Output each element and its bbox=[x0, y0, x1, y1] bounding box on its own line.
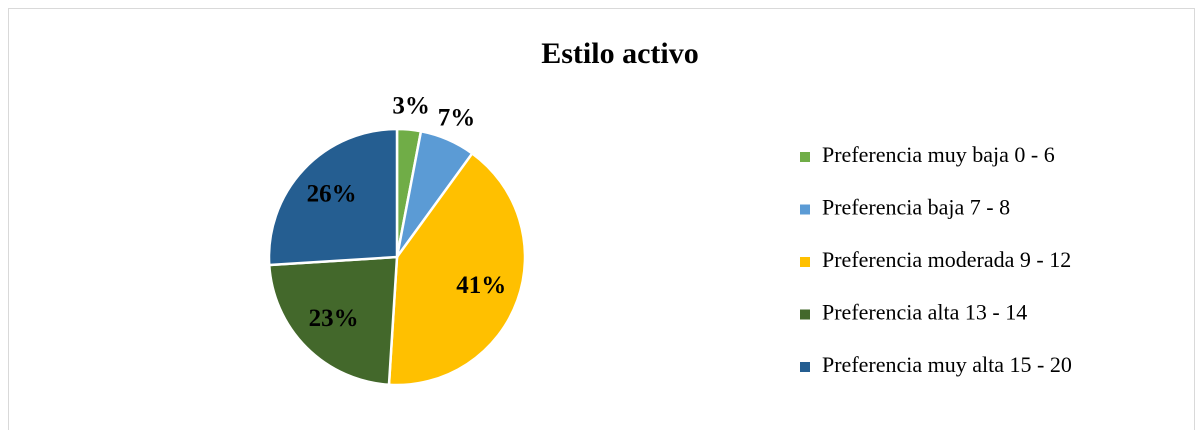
legend-label: Preferencia moderada 9 - 12 bbox=[822, 247, 1071, 272]
legend-label: Preferencia alta 13 - 14 bbox=[822, 300, 1027, 325]
legend-swatch bbox=[800, 152, 810, 162]
chart-frame bbox=[8, 8, 1195, 430]
data-label: 23% bbox=[309, 305, 359, 332]
legend-label: Preferencia muy baja 0 - 6 bbox=[822, 142, 1055, 167]
data-label: 7% bbox=[438, 104, 476, 131]
data-label: 3% bbox=[392, 93, 430, 120]
pie-slice bbox=[267, 255, 399, 387]
legend-swatch bbox=[800, 257, 810, 267]
pie-slice bbox=[387, 151, 527, 387]
data-label: 26% bbox=[307, 180, 357, 207]
legend-swatch bbox=[800, 362, 810, 372]
legend-swatch bbox=[800, 204, 810, 215]
legend-label: Preferencia muy alta 15 - 20 bbox=[822, 352, 1072, 377]
chart-title: Estilo activo bbox=[541, 37, 699, 70]
legend-label: Preferencia baja 7 - 8 bbox=[822, 195, 1010, 220]
legend-swatch bbox=[800, 309, 810, 320]
pie-slice bbox=[267, 127, 399, 267]
data-label: 41% bbox=[456, 272, 506, 299]
